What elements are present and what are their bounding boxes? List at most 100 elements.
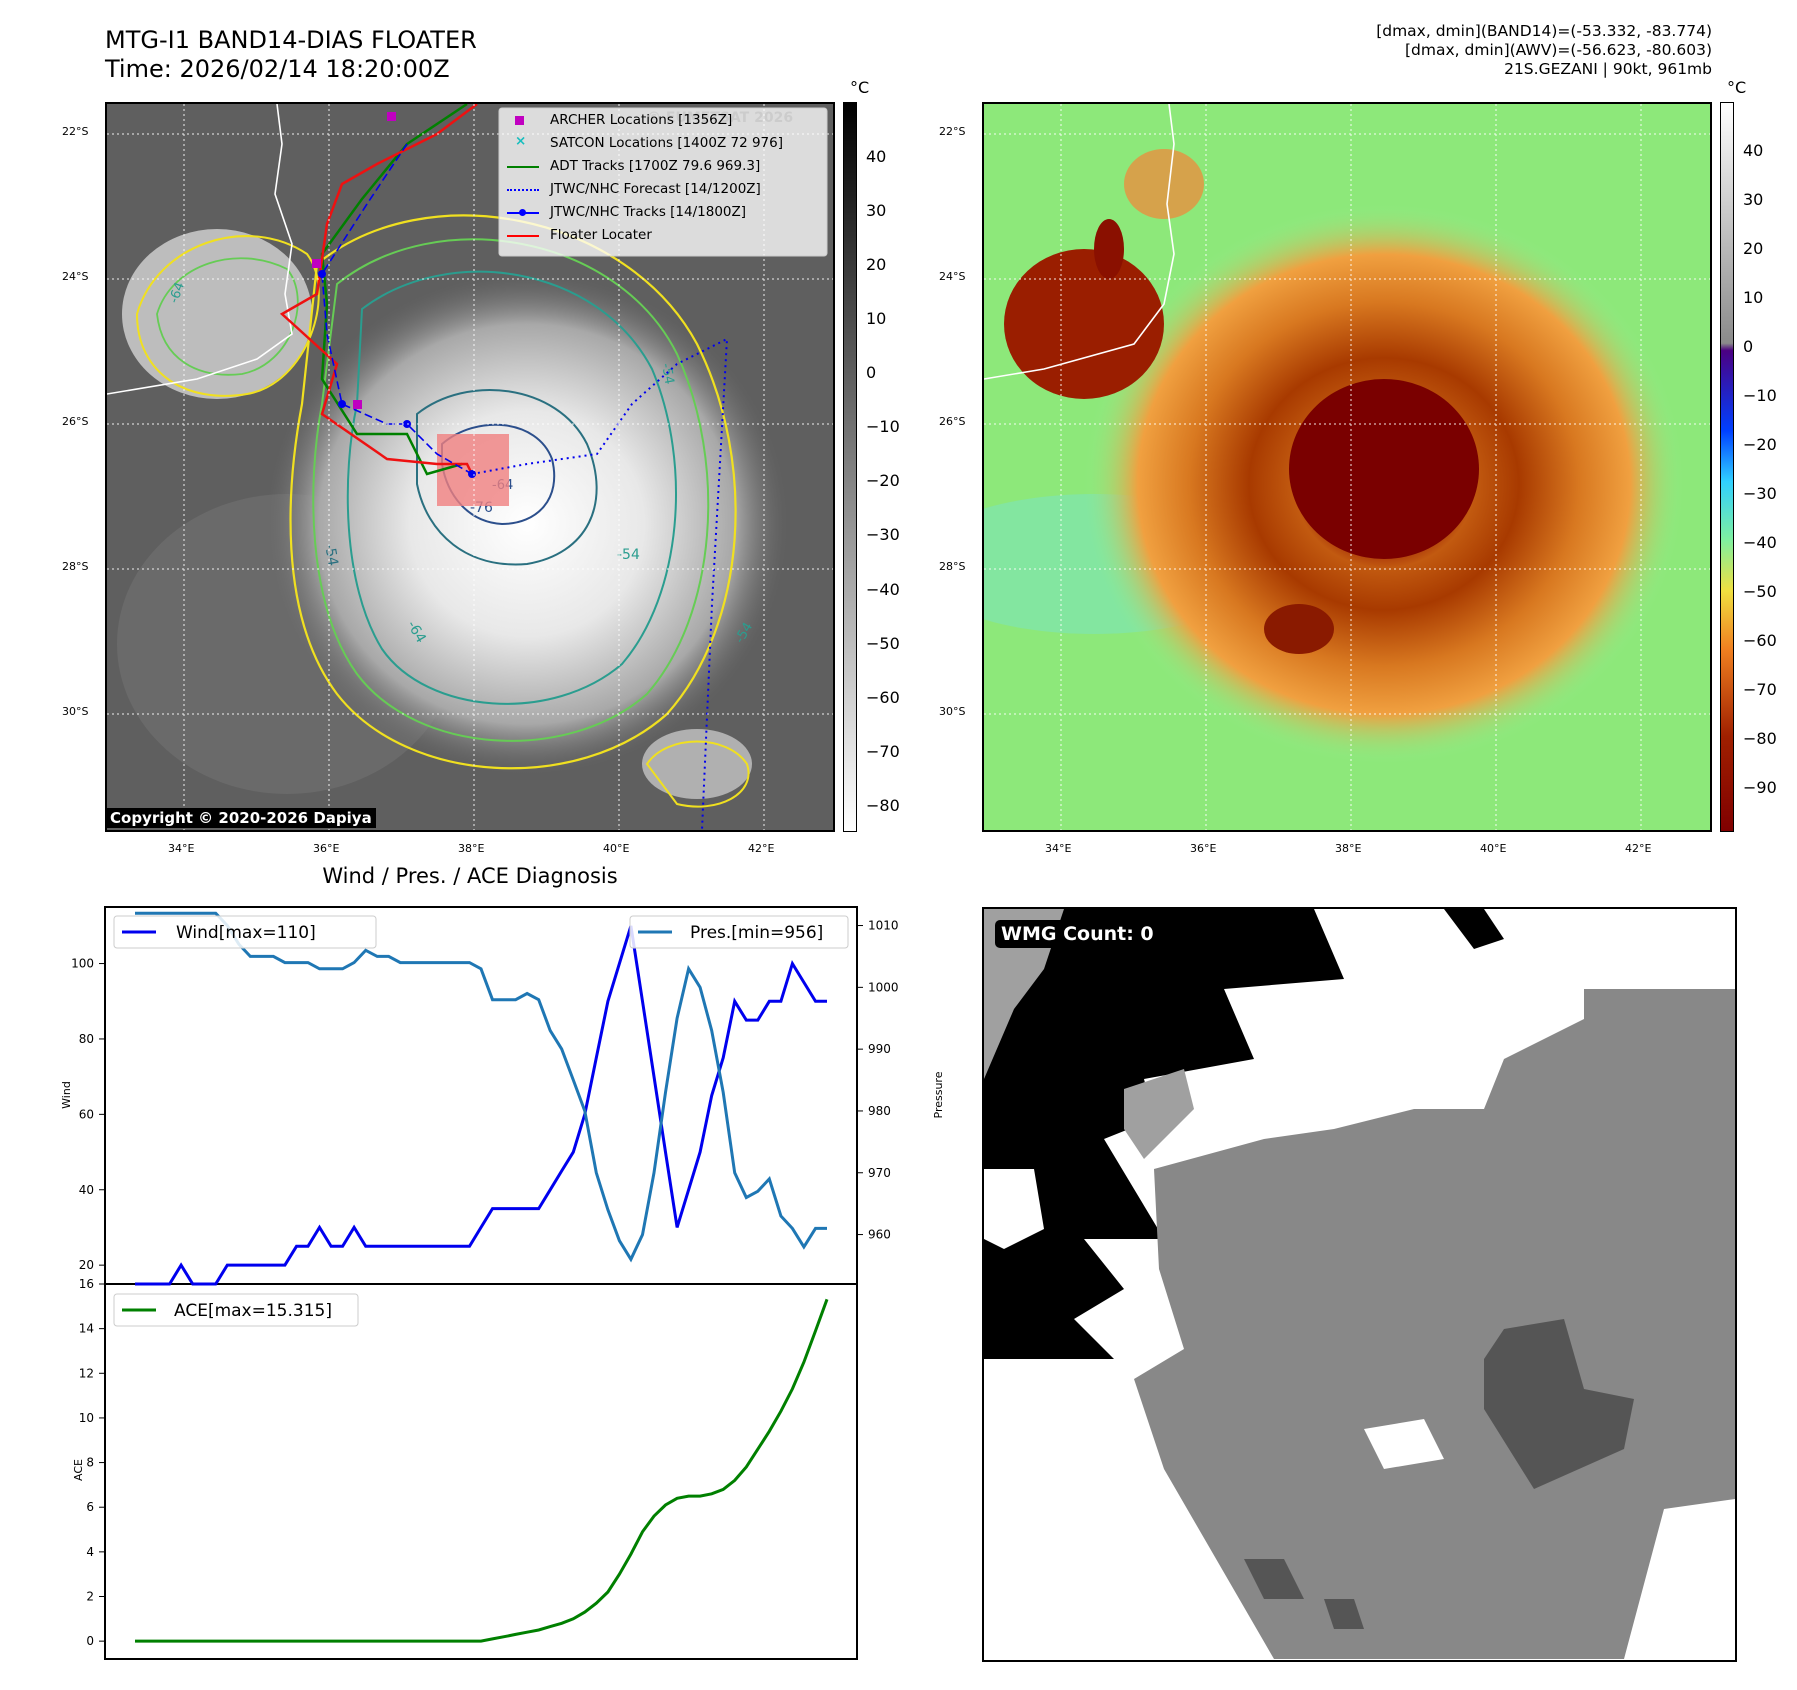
colorbar-tick: −70 bbox=[1743, 680, 1777, 699]
colorbar-tick: 10 bbox=[1743, 288, 1764, 307]
legend-label: JTWC/NHC Forecast [14/1200Z] bbox=[550, 181, 761, 197]
lon-label: 38°E bbox=[1335, 842, 1362, 855]
axis-tick-label: 990 bbox=[868, 1042, 891, 1056]
wmg-region-black bbox=[984, 909, 1344, 1359]
lat-label: 22°S bbox=[62, 125, 89, 138]
legend-label: ARCHER Locations [1356Z] bbox=[550, 112, 733, 128]
awv-madagascar-n bbox=[1094, 219, 1124, 279]
legend-item-floater: Floater Locater bbox=[505, 227, 783, 250]
lon-label: 40°E bbox=[1480, 842, 1507, 855]
colorbar-tick: −40 bbox=[1743, 533, 1777, 552]
copyright-label: Copyright © 2020-2026 Dapiya bbox=[106, 808, 376, 828]
adt-track bbox=[320, 104, 468, 476]
wind-series-line bbox=[135, 925, 827, 1286]
colorbar-tick: 30 bbox=[1743, 190, 1764, 209]
legend-item-satcon: × SATCON Locations [1400Z 72 976] bbox=[505, 133, 783, 158]
watermark: © EUMETSAT 2026 bbox=[647, 110, 793, 126]
axis-tick-label: 14 bbox=[79, 1322, 94, 1336]
legend-label: Floater Locater bbox=[550, 227, 652, 243]
ace-yticks: 0 2 4 6 8 10 12 14 16 bbox=[79, 1277, 105, 1648]
info-band14: [dmax, dmin](BAND14)=(-53.332, -83.774) bbox=[1376, 22, 1712, 40]
awv-core bbox=[1289, 379, 1479, 559]
axis-tick-label: 0 bbox=[86, 1634, 94, 1648]
chart-title: MTG-I1 BAND14-DIAS FLOATER bbox=[105, 26, 477, 54]
axis-tick-label: 12 bbox=[79, 1366, 94, 1380]
map-legend: ARCHER Locations [1356Z] × SATCON Locati… bbox=[505, 112, 783, 250]
chart-time: Time: 2026/02/14 18:20:00Z bbox=[105, 55, 450, 83]
contour-green bbox=[312, 238, 710, 742]
legend-label: ADT Tracks [1700Z 79.6 969.3] bbox=[550, 158, 761, 174]
colorbar-tick: 10 bbox=[866, 309, 887, 328]
colorbar-unit: °C bbox=[1727, 78, 1747, 97]
colorbar-tick: −80 bbox=[1743, 729, 1777, 748]
contour-teal bbox=[346, 270, 677, 705]
wind-legend-box bbox=[113, 915, 377, 949]
axis-tick-label: 1010 bbox=[868, 919, 899, 933]
lon-label: 42°E bbox=[748, 842, 775, 855]
wmg-panel bbox=[982, 907, 1737, 1662]
axis-tick-label: 8 bbox=[86, 1456, 94, 1470]
axis-tick-label: 6 bbox=[86, 1500, 94, 1514]
axis-tick-label: 1000 bbox=[868, 980, 899, 994]
colorbar-tick: −10 bbox=[1743, 386, 1777, 405]
coastline bbox=[107, 104, 293, 395]
pres-legend-label: Pres.[min=956] bbox=[690, 923, 823, 943]
wmg-region-darkgray2 bbox=[1244, 1559, 1304, 1599]
colorbar-tick: −10 bbox=[866, 417, 900, 436]
pres-yticks: 960 970 980 990 1000 1010 bbox=[857, 919, 899, 1242]
lat-label: 24°S bbox=[62, 270, 89, 283]
ace-axes bbox=[104, 1283, 858, 1660]
colorbar-left bbox=[843, 102, 857, 832]
contour-se-yellow bbox=[645, 740, 750, 808]
colorbar-tick: 0 bbox=[866, 363, 877, 382]
colorbar-tick: −50 bbox=[866, 634, 900, 653]
colorbar-right bbox=[1720, 102, 1734, 832]
lat-label: 24°S bbox=[939, 270, 966, 283]
ir-madagascar-cloud bbox=[122, 229, 312, 399]
lon-label: 38°E bbox=[458, 842, 485, 855]
wind-legend-label: Wind[max=110] bbox=[176, 923, 316, 943]
axis-tick-label: 20 bbox=[79, 1258, 94, 1272]
jtwc-track bbox=[321, 143, 473, 475]
awv-map-panel bbox=[982, 102, 1712, 832]
pres-legend-box bbox=[629, 915, 849, 949]
lon-label: 34°E bbox=[1045, 842, 1072, 855]
colorbar-tick: −30 bbox=[866, 525, 900, 544]
archer-marker-icon bbox=[515, 116, 524, 125]
colorbar-tick: −40 bbox=[866, 580, 900, 599]
axis-tick-label: 2 bbox=[86, 1590, 94, 1604]
axis-tick-label: 970 bbox=[868, 1166, 891, 1180]
lon-label: 36°E bbox=[1190, 842, 1217, 855]
pressure-series-line bbox=[135, 911, 827, 1263]
ir-map-panel: -54 -76 -64 -54 -64 -64 -54 -54 bbox=[105, 102, 835, 832]
contour-label: -54 bbox=[617, 547, 640, 563]
lat-label: 26°S bbox=[62, 415, 89, 428]
colorbar-tick: 40 bbox=[866, 147, 887, 166]
colorbar-tick: −70 bbox=[866, 742, 900, 761]
lon-label: 40°E bbox=[603, 842, 630, 855]
forecast-line-icon bbox=[507, 189, 539, 191]
legend-box bbox=[498, 107, 828, 257]
diagnosis-chart: 20 40 60 80 100 960 970 980 990 1000 1010 0 2 4 6 8 10… bbox=[60, 906, 945, 1660]
contour-inner bbox=[416, 389, 598, 566]
legend-item-forecast: JTWC/NHC Forecast [14/1200Z] bbox=[505, 181, 783, 204]
archer-point bbox=[353, 400, 362, 409]
axis-tick-label: 60 bbox=[79, 1107, 94, 1121]
colorbar-tick: −60 bbox=[1743, 631, 1777, 650]
ir-map-svg: -54 -76 -64 -54 -64 -64 -54 -54 bbox=[107, 104, 833, 830]
wmg-count-label: WMG Count: 0 bbox=[995, 920, 1160, 948]
jtwc-point bbox=[468, 470, 476, 478]
colorbar-tick: −80 bbox=[866, 796, 900, 815]
awv-patch-n bbox=[1124, 149, 1204, 219]
legend-item-jtwc: JTWC/NHC Tracks [14/1800Z] bbox=[505, 204, 783, 227]
jtwc-point bbox=[338, 400, 346, 408]
colorbar-unit: °C bbox=[850, 78, 870, 97]
contour-label: -54 bbox=[321, 542, 341, 567]
lat-label: 26°S bbox=[939, 415, 966, 428]
colorbar-tick: −20 bbox=[1743, 435, 1777, 454]
lat-label: 28°S bbox=[939, 560, 966, 573]
axis-tick-label: 40 bbox=[79, 1183, 94, 1197]
colorbar-tick: 0 bbox=[1743, 337, 1754, 356]
wmg-region-black2 bbox=[1444, 909, 1504, 949]
legend-item-adt: ADT Tracks [1700Z 79.6 969.3] bbox=[505, 158, 783, 181]
